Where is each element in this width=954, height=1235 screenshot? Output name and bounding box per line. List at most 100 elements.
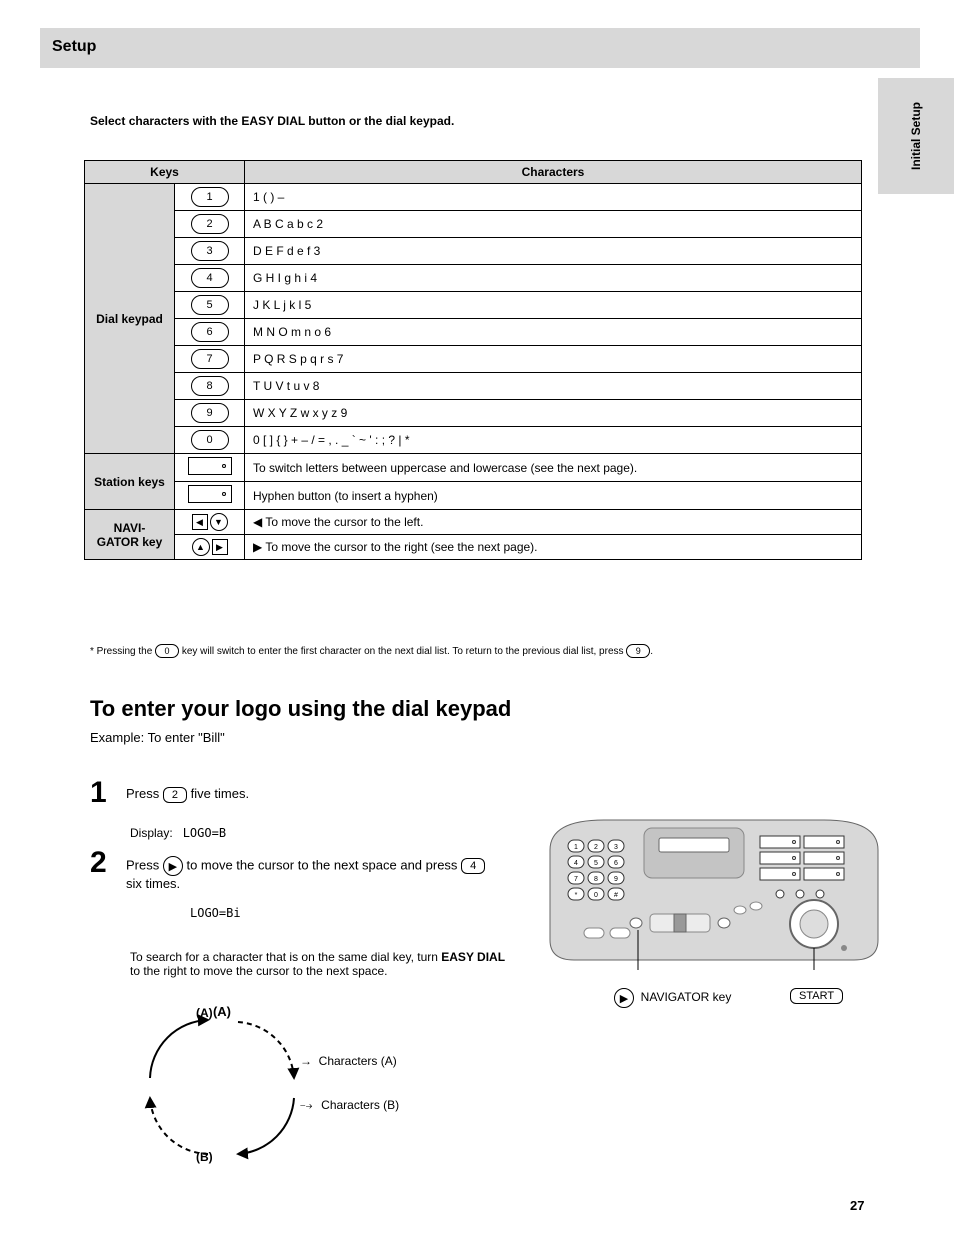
oval-0-icon: 0 <box>191 430 229 450</box>
step1-disp-label: Display: <box>130 826 173 840</box>
step-1: 1 Press 2 five times. <box>90 776 249 810</box>
step-1-num: 1 <box>90 776 116 810</box>
key-9: 9 <box>175 400 245 427</box>
svg-text:*: * <box>575 892 578 899</box>
footnote-key0-icon: 0 <box>155 644 179 658</box>
nav-chars-left: ◀ To move the cursor to the left. <box>245 510 862 535</box>
jog-note: To search for a character that is on the… <box>130 950 510 978</box>
nav-chars-right: ▶ To move the cursor to the right (see t… <box>245 535 862 560</box>
svg-text:(A): (A) <box>213 1004 231 1019</box>
nav-circ-up-icon: ▲ <box>192 538 210 556</box>
key-5: 5 <box>175 292 245 319</box>
svg-text:1: 1 <box>574 844 578 851</box>
nav-right-icon: ▶ <box>163 856 183 876</box>
key-3: 3 <box>175 238 245 265</box>
oval-3-icon: 3 <box>191 241 229 261</box>
step-1-text: Press 2 five times. <box>126 776 249 803</box>
svg-text:5: 5 <box>594 860 598 867</box>
station-chars-2: Hyphen button (to insert a hyphen) <box>245 482 862 510</box>
step2-disp-val: LOGO=Bi <box>190 906 241 920</box>
step1-btn-icon: 2 <box>163 787 187 803</box>
top-bar-title: Setup <box>52 38 96 56</box>
control-panel-illustration: 123 456 789 *0# <box>544 810 884 970</box>
chars-6: M N O m n o 6 <box>245 319 862 346</box>
oval-6-icon: 6 <box>191 322 229 342</box>
char-table: Keys Characters Dial keypad 1 1 ( ) – 2 … <box>84 160 862 560</box>
key-0: 0 <box>175 427 245 454</box>
side-tab: Initial Setup <box>878 78 954 194</box>
example-lead: Example: To enter "Bill" <box>90 730 225 745</box>
start-btn-icon: START <box>790 988 843 1004</box>
nav-text: NAVIGATOR key <box>641 990 732 1004</box>
station-key-2 <box>175 482 245 510</box>
group-dial: Dial keypad <box>85 184 175 454</box>
step2-btn-icon: 4 <box>461 858 485 874</box>
step-2-num: 2 <box>90 846 116 880</box>
key-2: 2 <box>175 211 245 238</box>
group-nav: NAVI- GATOR key <box>85 510 175 560</box>
chars-2: A B C a b c 2 <box>245 211 862 238</box>
arrow-solid-icon: → <box>300 1054 312 1068</box>
nav-key-left: ◀ ▼ <box>175 510 245 535</box>
jog-a: (A) <box>196 1006 213 1020</box>
footnote: * Pressing the 0 key will switch to ente… <box>90 644 653 659</box>
key-6: 6 <box>175 319 245 346</box>
jog-b: (B) <box>196 1150 213 1164</box>
step-2-text: Press ▶ to move the cursor to the next s… <box>126 846 486 891</box>
chars-0: 0 [ ] { } + – / = , . _ ` ~ ' : ; ? | * <box>245 427 862 454</box>
oval-8-icon: 8 <box>191 376 229 396</box>
svg-text:9: 9 <box>614 876 618 883</box>
key-4: 4 <box>175 265 245 292</box>
oval-7-icon: 7 <box>191 349 229 369</box>
step-2: 2 Press ▶ to move the cursor to the next… <box>90 846 486 891</box>
svg-text:7: 7 <box>574 876 578 883</box>
side-tab-text: Initial Setup <box>909 102 923 170</box>
footnote-key9-icon: 9 <box>626 644 650 658</box>
col-chars-header: Characters <box>245 161 862 184</box>
chars-1: 1 ( ) – <box>245 184 862 211</box>
svg-text:#: # <box>614 892 618 899</box>
svg-text:0: 0 <box>594 892 598 899</box>
jog-diagram: (A) <box>110 1000 330 1163</box>
oval-5-icon: 5 <box>191 295 229 315</box>
step1-disp-val: LOGO=B <box>183 826 226 840</box>
legend-b: Characters (B) <box>321 1098 399 1112</box>
chars-7: P Q R S p q r s 7 <box>245 346 862 373</box>
top-bar: Setup <box>40 28 920 68</box>
rect-2-icon <box>188 485 232 503</box>
legend-solid: → Characters (A) <box>300 1054 397 1068</box>
oval-4-icon: 4 <box>191 268 229 288</box>
key-1: 1 <box>175 184 245 211</box>
key-8: 8 <box>175 373 245 400</box>
chars-4: G H I g h i 4 <box>245 265 862 292</box>
step1-display: Display: LOGO=B <box>130 826 226 840</box>
svg-text:8: 8 <box>594 876 598 883</box>
legend-dash: ⤍ Characters (B) <box>300 1098 399 1113</box>
oval-1-icon: 1 <box>191 187 229 207</box>
svg-text:6: 6 <box>614 860 618 867</box>
group-station: Station keys <box>85 454 175 510</box>
oval-9-icon: 9 <box>191 403 229 423</box>
station-key-1 <box>175 454 245 482</box>
page-number: 27 <box>850 1198 864 1213</box>
nav-icon: ▶ <box>614 988 634 1008</box>
chars-3: D E F d e f 3 <box>245 238 862 265</box>
entry-title: To enter your logo using the dial keypad <box>90 696 511 722</box>
arrow-dash-icon: ⤍ <box>300 1098 314 1112</box>
nav-circ-down-icon: ▼ <box>210 513 228 531</box>
svg-text:4: 4 <box>574 860 578 867</box>
chars-9: W X Y Z w x y z 9 <box>245 400 862 427</box>
key-7: 7 <box>175 346 245 373</box>
panel-nav-label: ▶ NAVIGATOR key <box>614 988 731 1008</box>
intro-text: Select characters with the EASY DIAL but… <box>90 114 454 128</box>
svg-text:3: 3 <box>614 844 618 851</box>
oval-2-icon: 2 <box>191 214 229 234</box>
nav-key-right: ▲ ▶ <box>175 535 245 560</box>
nav-sq-left-icon: ◀ <box>192 514 208 530</box>
col-keys-header: Keys <box>85 161 245 184</box>
station-chars-1: To switch letters between uppercase and … <box>245 454 862 482</box>
chars-8: T U V t u v 8 <box>245 373 862 400</box>
nav-sq-right-icon: ▶ <box>212 539 228 555</box>
chars-5: J K L j k l 5 <box>245 292 862 319</box>
legend-a: Characters (A) <box>319 1054 397 1068</box>
